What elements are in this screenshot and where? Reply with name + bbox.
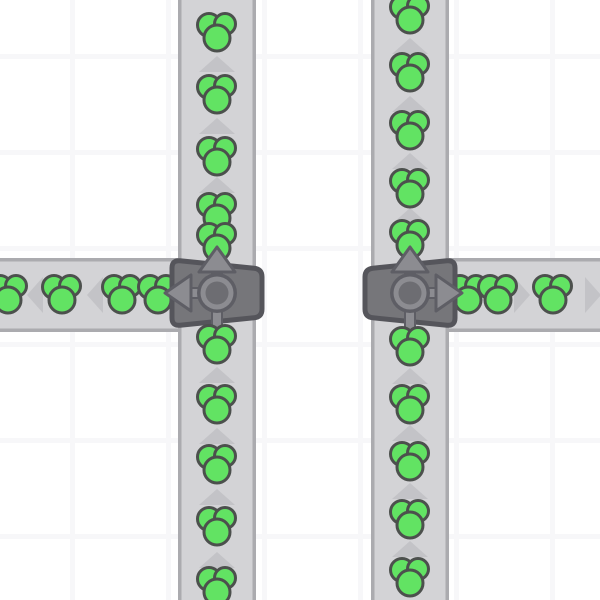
belt-direction-arrow-icon (392, 38, 428, 54)
belt-direction-arrow-icon (392, 483, 428, 499)
grid-line-horizontal (0, 54, 600, 59)
grid-line-horizontal (0, 342, 600, 347)
belt-direction-arrow-icon (199, 428, 235, 444)
item-circle (395, 63, 425, 93)
resource-item (196, 74, 237, 115)
item-circle (202, 23, 232, 53)
resource-item (196, 324, 237, 365)
item-circle (202, 395, 232, 425)
resource-item (196, 566, 237, 600)
resource-item (196, 222, 237, 263)
belt-direction-arrow-icon (392, 541, 428, 557)
belt-edge (410, 258, 600, 262)
item-circle (483, 285, 513, 315)
belt-direction-arrow-icon (199, 367, 235, 383)
machines-layer (163, 245, 464, 352)
item-circle (395, 395, 425, 425)
grid-line-horizontal (0, 150, 600, 155)
resource-item (389, 168, 430, 209)
grid-line-horizontal (0, 534, 600, 539)
item-circle (47, 285, 77, 315)
grid-line-horizontal (0, 246, 600, 251)
item-circle (202, 517, 232, 547)
belt-edge (0, 258, 217, 262)
belt-direction-arrow-icon (199, 56, 235, 72)
output-arrow-right-icon (434, 273, 464, 313)
resource-item (196, 444, 237, 485)
output-arrow-up-icon (197, 245, 237, 274)
belt-direction-arrow-icon (87, 277, 103, 313)
belt-direction-arrow-icon (585, 277, 600, 313)
resource-item (389, 52, 430, 93)
item-circle (107, 285, 137, 315)
item-circle (395, 5, 425, 35)
item-circle (538, 285, 568, 315)
resource-item (196, 136, 237, 177)
belt-direction-arrow-icon (392, 368, 428, 384)
resource-item (196, 12, 237, 53)
grid-line-vertical (358, 0, 363, 600)
belt-direction-arrow-icon (199, 489, 235, 505)
resource-item (389, 110, 430, 151)
resource-item (389, 441, 430, 482)
item-circle (202, 577, 232, 600)
belt-edge (410, 328, 600, 332)
belt-direction-arrow-icon (392, 425, 428, 441)
belt-direction-arrow-icon (199, 552, 235, 568)
resource-item (389, 557, 430, 598)
item-circle (395, 510, 425, 540)
belt-edge (0, 328, 217, 332)
resource-item (389, 219, 430, 260)
item-circle (395, 121, 425, 151)
resource-item (532, 274, 573, 315)
belt-direction-arrow-icon (199, 177, 235, 193)
resource-item (41, 274, 82, 315)
output-arrow-up-icon (390, 245, 430, 274)
resource-item (196, 506, 237, 547)
resource-item (0, 274, 28, 315)
item-circle (395, 452, 425, 482)
resource-item (101, 274, 142, 315)
item-circle (395, 179, 425, 209)
splitter-hub-core (205, 281, 229, 305)
belt-direction-arrow-icon (27, 277, 43, 313)
resource-item (389, 326, 430, 367)
resource-item (389, 499, 430, 540)
item-circle (0, 285, 23, 315)
item-circle (202, 455, 232, 485)
belt-direction-arrow-icon (199, 118, 235, 134)
grid-line-horizontal (0, 438, 600, 443)
resource-item (477, 274, 518, 315)
resource-item (389, 0, 430, 35)
resource-item (196, 384, 237, 425)
item-circle (202, 335, 232, 365)
output-arrow-left-icon (163, 273, 193, 313)
splitter-hub-core (398, 281, 422, 305)
belt-direction-arrow-icon (392, 96, 428, 112)
item-circle (202, 85, 232, 115)
splitter-right[interactable] (362, 245, 464, 352)
belt-direction-arrow-icon (392, 153, 428, 169)
splitter-left[interactable] (163, 245, 265, 350)
item-circle (395, 568, 425, 598)
resource-item (389, 384, 430, 425)
belt-items-layer (0, 0, 573, 600)
item-circle (395, 337, 425, 367)
pipe-items-layer (196, 324, 430, 367)
item-circle (202, 147, 232, 177)
